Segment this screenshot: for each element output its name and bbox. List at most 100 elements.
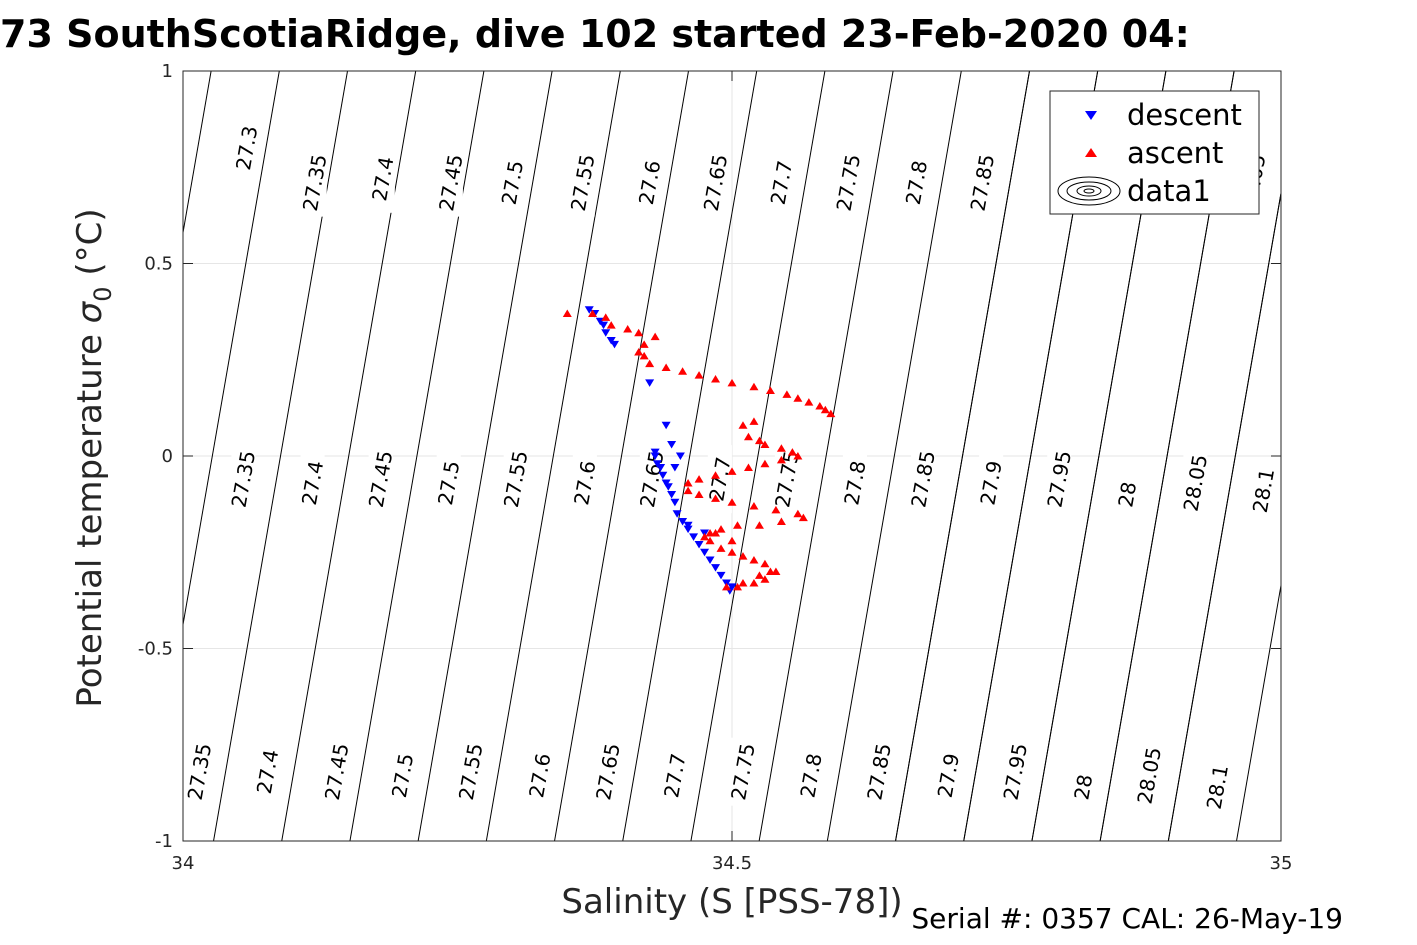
contour-label-gap [436,448,461,517]
y-axis-label-units: (°C) [70,208,110,286]
descent-point [683,525,693,534]
ascent-point [804,398,814,406]
descent-point [667,491,677,499]
x-tick-label: 34.5 [712,853,752,874]
contour-label-gap [730,737,755,806]
legend: descent ascent data1 [1049,90,1260,215]
ascent-point [749,502,759,510]
contour-label-gap [570,148,595,217]
y-tick-label: 1 [162,61,173,82]
contour-label-gap [438,148,463,217]
ascent-point [705,536,715,545]
density-contour-line [758,71,894,841]
ascent-point [787,448,797,456]
ascent-point [771,567,781,575]
contour-label-gap [867,737,892,806]
ascent-point [732,582,742,591]
ascent-point [562,309,572,318]
ascent-point [793,394,803,402]
ascent-point [716,544,726,552]
ascent-point [765,386,775,395]
ascent-point [588,309,598,318]
descent-point [672,510,682,518]
x-axis-label: Salinity (S [PSS-78]) [561,882,902,922]
density-contour-line [1167,190,1281,841]
y-tick-label: 0.5 [144,254,173,275]
contour-label: 28 [1069,772,1097,801]
descent-point [670,498,680,507]
ascent-point [700,532,710,541]
legend-descent-marker [1085,111,1097,120]
ascent-point [749,382,759,391]
descent-point [678,517,688,526]
contour-label-gap [503,445,528,514]
density-contour-labels: 27.327.35 27.4 27.45 27.5 27.55 27.6 27.65 27.7… [183,114,1279,822]
contour-label-gap [637,148,662,217]
contour-label-gap [234,114,259,182]
ascent-point [793,509,803,518]
contour-label-gap [324,737,349,806]
contour-label: 28 [1113,480,1141,509]
contour-label-gap [300,448,325,517]
contour-label-gap [1137,741,1162,810]
contour-label-gap [662,741,687,810]
contour-label-gap [639,445,664,514]
descent-point [716,571,726,580]
descent-point [601,329,611,337]
ascent-point [776,517,786,525]
contour-label-gap [595,737,620,806]
descent-point [727,583,737,591]
ascent-point [776,444,786,452]
density-contour-line [417,71,553,841]
ascent-point [738,552,748,560]
legend-box [1049,90,1260,215]
contour-label-gap [1047,445,1072,514]
density-contour-line [826,71,962,841]
descent-point [711,564,721,572]
ascent-point [760,575,770,583]
contour-label-gap [1071,753,1096,822]
contour-label-gap [458,737,483,806]
contour-label-gap [1205,753,1230,822]
ascent-point [754,436,764,445]
ascent-point [650,332,660,341]
contour-label-gap [799,741,824,810]
contour-label-gap [231,445,256,514]
ascent-point [754,521,764,529]
descent-point [667,440,677,449]
contour-label-gap [1003,737,1028,806]
contour-label-gap [703,148,728,217]
y-tick-label: 0 [162,446,173,467]
contour-label-gap [836,148,861,217]
ascent-point [722,582,732,591]
contour-label-gap [390,741,415,810]
ascent-point [820,405,830,414]
descent-point [663,483,673,491]
ascent-point [815,401,825,410]
ascent-point [760,459,770,468]
contour-label-gap [370,144,395,213]
ascent-point [749,417,759,425]
ascent-point [606,321,616,329]
ascent-point [645,359,655,368]
contour-label-gap [936,741,961,810]
ascent-point [798,513,808,522]
ascent-point [694,475,704,483]
y-tick-label: -0.5 [138,639,173,660]
descent-point [650,452,660,460]
descent-point [650,448,660,457]
y-tick-label: -1 [155,831,173,852]
ascent-point [601,313,611,321]
density-contour-line [485,71,621,841]
ascent-point [732,521,742,529]
ascent-point [793,452,803,460]
ascent-point [826,409,836,418]
ascent-point [711,529,721,537]
contour-label-gap [187,737,212,806]
contour-label-gap [774,445,799,514]
density-contour-line [554,71,689,841]
contour-label-gap [255,737,280,806]
contour-label-gap [500,148,525,217]
ascent-point [694,371,704,379]
